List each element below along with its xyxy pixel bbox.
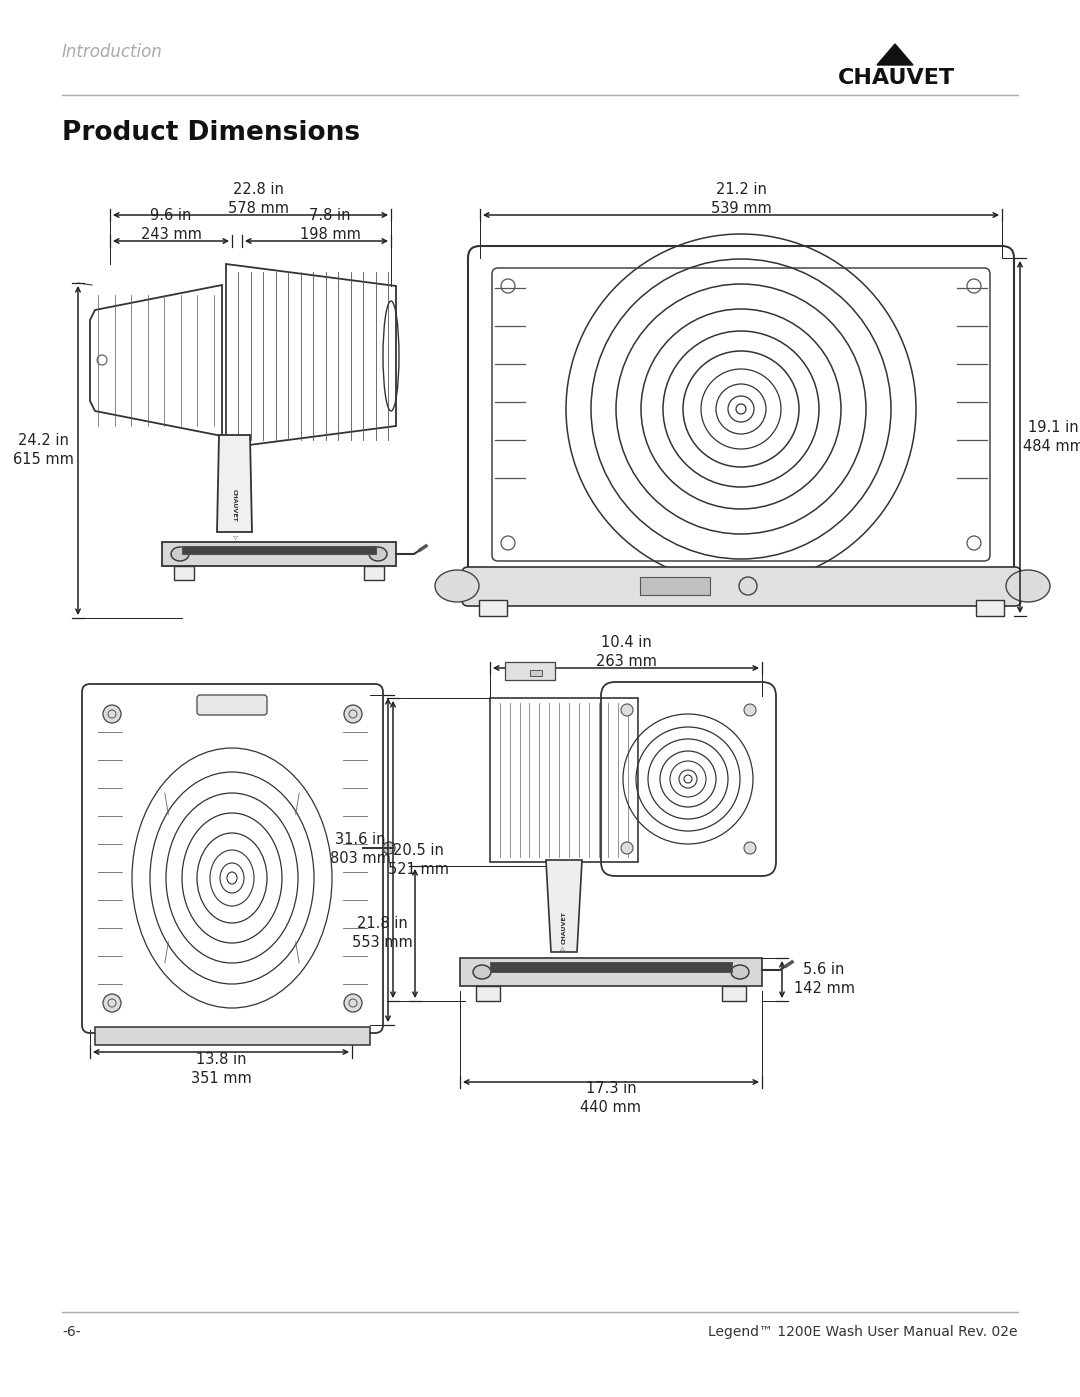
Bar <box>976 599 1004 616</box>
Text: 22.8 in
578 mm: 22.8 in 578 mm <box>228 182 288 215</box>
Bar <box>480 599 507 616</box>
Bar <box>640 577 710 595</box>
Text: 13.8 in
351 mm: 13.8 in 351 mm <box>191 1052 252 1085</box>
Ellipse shape <box>171 548 189 562</box>
Bar <box>490 698 638 862</box>
Bar <box>530 671 542 676</box>
Text: 9.6 in
243 mm: 9.6 in 243 mm <box>140 208 202 242</box>
Ellipse shape <box>103 995 121 1011</box>
Ellipse shape <box>103 705 121 724</box>
Ellipse shape <box>621 842 633 854</box>
Text: CHAUVET: CHAUVET <box>562 912 567 944</box>
Text: 24.2 in
615 mm: 24.2 in 615 mm <box>13 433 73 467</box>
Text: CHAUVET: CHAUVET <box>231 489 237 521</box>
Bar <box>723 986 746 1002</box>
Ellipse shape <box>744 842 756 854</box>
Bar <box>95 1027 370 1045</box>
Bar <box>183 546 376 555</box>
Text: .: . <box>943 67 950 85</box>
Bar <box>490 963 732 972</box>
Text: 19.1 in
484 mm: 19.1 in 484 mm <box>1023 420 1080 454</box>
Bar <box>364 566 384 580</box>
Bar <box>174 566 194 580</box>
Bar <box>476 986 500 1002</box>
Ellipse shape <box>739 577 757 595</box>
Text: ▷: ▷ <box>562 946 567 950</box>
Polygon shape <box>546 861 582 951</box>
Text: 10.4 in
263 mm: 10.4 in 263 mm <box>595 636 657 669</box>
Text: 31.6 in
803 mm: 31.6 in 803 mm <box>329 833 391 866</box>
Text: 20.5 in
521 mm: 20.5 in 521 mm <box>388 844 448 877</box>
FancyBboxPatch shape <box>462 567 1021 606</box>
Text: Product Dimensions: Product Dimensions <box>62 120 360 147</box>
Text: 7.8 in
198 mm: 7.8 in 198 mm <box>299 208 361 242</box>
Text: 5.6 in
142 mm: 5.6 in 142 mm <box>794 963 854 996</box>
Text: -6-: -6- <box>62 1324 81 1338</box>
Text: CHAUVET: CHAUVET <box>837 68 955 88</box>
Text: 21.2 in
539 mm: 21.2 in 539 mm <box>711 182 771 215</box>
Bar <box>505 662 555 680</box>
Text: Introduction: Introduction <box>62 43 163 61</box>
Text: 17.3 in
440 mm: 17.3 in 440 mm <box>581 1081 642 1115</box>
Text: 21.8 in
553 mm: 21.8 in 553 mm <box>352 916 413 950</box>
Ellipse shape <box>473 965 491 979</box>
Ellipse shape <box>1005 570 1050 602</box>
Ellipse shape <box>551 882 577 902</box>
Ellipse shape <box>369 548 387 562</box>
Text: ▷: ▷ <box>231 535 237 539</box>
Ellipse shape <box>435 570 480 602</box>
Ellipse shape <box>224 457 244 474</box>
Ellipse shape <box>345 705 362 724</box>
Bar <box>460 958 762 986</box>
FancyBboxPatch shape <box>197 694 267 715</box>
Ellipse shape <box>383 842 395 854</box>
Ellipse shape <box>621 704 633 717</box>
Text: Legend™ 1200E Wash User Manual Rev. 02e: Legend™ 1200E Wash User Manual Rev. 02e <box>708 1324 1018 1338</box>
Ellipse shape <box>345 995 362 1011</box>
Polygon shape <box>217 434 252 532</box>
Ellipse shape <box>731 965 750 979</box>
Polygon shape <box>877 43 913 66</box>
Ellipse shape <box>744 704 756 717</box>
Bar <box>162 542 396 566</box>
